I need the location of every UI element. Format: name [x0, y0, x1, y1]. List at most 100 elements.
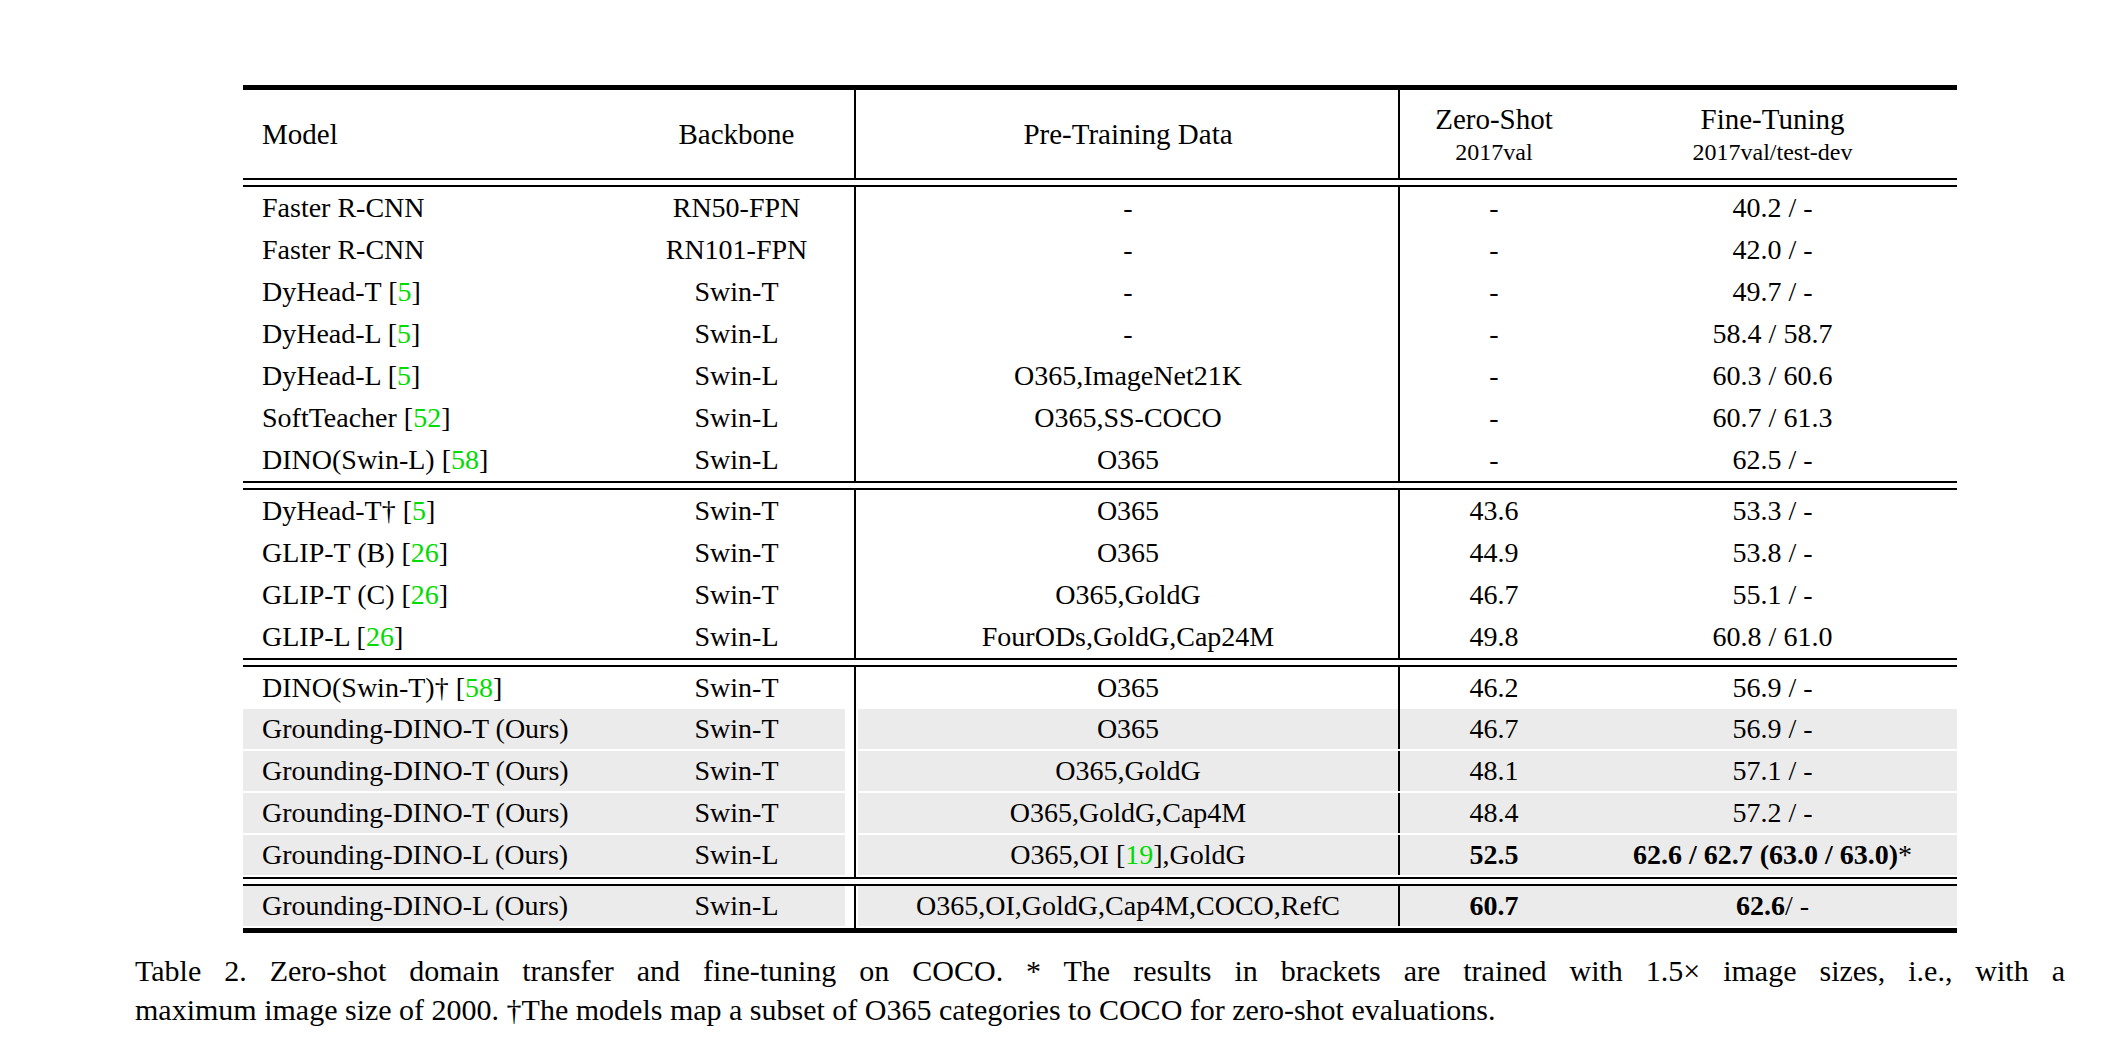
- cell-text: 48.1: [1470, 755, 1519, 787]
- caption-line-1: Table 2. Zero-shot domain transfer and f…: [135, 951, 2065, 990]
- citation-number: 19: [1125, 839, 1153, 871]
- column-divider-1: [845, 616, 858, 658]
- table-row: Grounding-DINO-T (Ours)Swin-TO365,GoldG,…: [243, 793, 1957, 835]
- row-right-band: O365,ImageNet21K-60.3 / 60.6: [858, 355, 1957, 397]
- finetuning-cell: 56.9 / -: [1588, 667, 1957, 709]
- model-cell: GLIP-T (B) [26]: [243, 532, 628, 574]
- cell-text: GLIP-T (C) [: [262, 579, 411, 611]
- cell-text: ]: [426, 495, 435, 527]
- column-divider-1: [845, 667, 858, 709]
- backbone-cell: Swin-L: [628, 313, 845, 355]
- results-table: Model Backbone Pre-Training Data Zero-Sh…: [243, 85, 1957, 933]
- backbone-cell: RN101-FPN: [628, 229, 845, 271]
- column-divider-1: [845, 532, 858, 574]
- row-right-band: O36546.256.9 / -: [858, 667, 1957, 709]
- cell-text: -: [1489, 234, 1498, 266]
- citation-number: 5: [398, 276, 412, 308]
- cell-text: -: [1123, 234, 1132, 266]
- cell-text: DyHead-T [: [262, 276, 398, 308]
- cell-text: Swin-T: [695, 755, 779, 787]
- row-right-band: O365,GoldG,Cap4M48.457.2 / -: [858, 793, 1957, 835]
- cell-text: -: [1123, 318, 1132, 350]
- pretraining-cell: -: [858, 271, 1398, 313]
- model-cell: DyHead-L [5]: [243, 313, 628, 355]
- column-divider-1: [845, 835, 858, 877]
- finetuning-header-subtitle: 2017val/test-dev: [1693, 137, 1853, 167]
- cell-text: DyHead-L [: [262, 360, 397, 392]
- cell-text: -: [1489, 402, 1498, 434]
- finetuning-cell: 57.1 / -: [1588, 751, 1957, 791]
- cell-text: Grounding-DINO-T (Ours): [262, 755, 569, 787]
- row-right-band: O36544.953.8 / -: [858, 532, 1957, 574]
- cell-text: 46.7: [1470, 579, 1519, 611]
- backbone-cell: Swin-T: [628, 667, 845, 709]
- cell-text: Swin-T: [695, 672, 779, 704]
- cell-text: Swin-T: [695, 537, 779, 569]
- cell-text: ]: [439, 579, 448, 611]
- column-divider-1: [845, 751, 858, 793]
- row-right-band: --40.2 / -: [858, 187, 1957, 229]
- table-header-row: Model Backbone Pre-Training Data Zero-Sh…: [243, 90, 1957, 178]
- table-caption: Table 2. Zero-shot domain transfer and f…: [135, 951, 2065, 1029]
- row-right-band: --58.4 / 58.7: [858, 313, 1957, 355]
- row-left-band: DyHead-L [5]Swin-L: [243, 355, 845, 397]
- cell-text: O365: [1097, 495, 1159, 527]
- cell-text: ]: [411, 318, 420, 350]
- cell-text: O365,GoldG: [1055, 755, 1200, 787]
- cell-text: 58.4 / 58.7: [1713, 318, 1833, 350]
- cell-text: Grounding-DINO-T (Ours): [262, 713, 569, 745]
- pretraining-cell: O365: [858, 490, 1398, 532]
- zeroshot-cell: 43.6: [1398, 490, 1588, 532]
- cell-text: 53.8 / -: [1732, 537, 1812, 569]
- row-left-band: Grounding-DINO-L (Ours)Swin-L: [243, 886, 845, 928]
- column-divider-1: [845, 90, 858, 178]
- table-row: DyHead-L [5]Swin-L--58.4 / 58.7: [243, 313, 1957, 355]
- backbone-cell: Swin-L: [628, 835, 845, 875]
- cell-text: ]: [439, 537, 448, 569]
- cell-text: *: [1898, 839, 1912, 871]
- model-cell: DINO(Swin-L) [58]: [243, 439, 628, 481]
- cell-text: 60.8 / 61.0: [1713, 621, 1833, 653]
- cell-text: O365,ImageNet21K: [1014, 360, 1242, 392]
- row-left-band: Grounding-DINO-T (Ours) Swin-T: [243, 751, 845, 793]
- cell-text: 46.2: [1470, 672, 1519, 704]
- pretraining-cell: -: [858, 229, 1398, 271]
- model-cell: DyHead-T [5]: [243, 271, 628, 313]
- cell-text: GLIP-L [: [262, 621, 366, 653]
- model-cell: Grounding-DINO-L (Ours): [243, 886, 628, 926]
- row-right-band: - - 42.0 / -: [858, 229, 1957, 271]
- cell-text: Swin-L: [695, 444, 779, 476]
- row-right-band: O365-62.5 / -: [858, 439, 1957, 481]
- cell-text: 43.6: [1470, 495, 1519, 527]
- cell-text: DyHead-L [: [262, 318, 397, 350]
- finetuning-cell: 60.3 / 60.6: [1588, 355, 1957, 397]
- table-row: Grounding-DINO-T (Ours)Swin-TO36546.756.…: [243, 709, 1957, 751]
- column-divider-1: [845, 355, 858, 397]
- column-divider-1: [845, 229, 858, 271]
- pretraining-cell: O365,ImageNet21K: [858, 355, 1398, 397]
- cell-text: O365,SS-COCO: [1034, 402, 1221, 434]
- backbone-cell: Swin-L: [628, 439, 845, 481]
- table-row: DyHead-T† [5]Swin-TO36543.653.3 / -: [243, 490, 1957, 532]
- table-row: Grounding-DINO-T (Ours) Swin-T O365,GoldG 4…: [243, 751, 1957, 793]
- zeroshot-cell: 48.4: [1398, 793, 1588, 833]
- cell-text: O365: [1097, 713, 1159, 745]
- cell-text: O365: [1097, 444, 1159, 476]
- cell-text: ]: [441, 402, 450, 434]
- row-right-band: --49.7 / -: [858, 271, 1957, 313]
- finetuning-cell: 57.2 / -: [1588, 793, 1957, 833]
- row-left-band: SoftTeacher [52]Swin-L: [243, 397, 845, 439]
- citation-number: 26: [411, 537, 439, 569]
- zeroshot-cell: -: [1398, 229, 1588, 271]
- cell-text: 60.7 / 61.3: [1713, 402, 1833, 434]
- cell-text: O365,OI,GoldG,Cap4M,COCO,RefC: [916, 890, 1340, 922]
- pretraining-column-header: Pre-Training Data: [858, 90, 1398, 178]
- caption-line-2: maximum image size of 2000. †The models …: [135, 990, 2065, 1029]
- finetuning-cell: 60.8 / 61.0: [1588, 616, 1957, 658]
- row-left-band: DINO(Swin-L) [58] Swin-L: [243, 439, 845, 481]
- finetuning-cell: 40.2 / -: [1588, 187, 1957, 229]
- cell-text: 42.0 / -: [1732, 234, 1812, 266]
- column-divider-1: [845, 793, 858, 835]
- cell-text: ]: [412, 276, 421, 308]
- table-row: DyHead-T [5]Swin-T--49.7 / -: [243, 271, 1957, 313]
